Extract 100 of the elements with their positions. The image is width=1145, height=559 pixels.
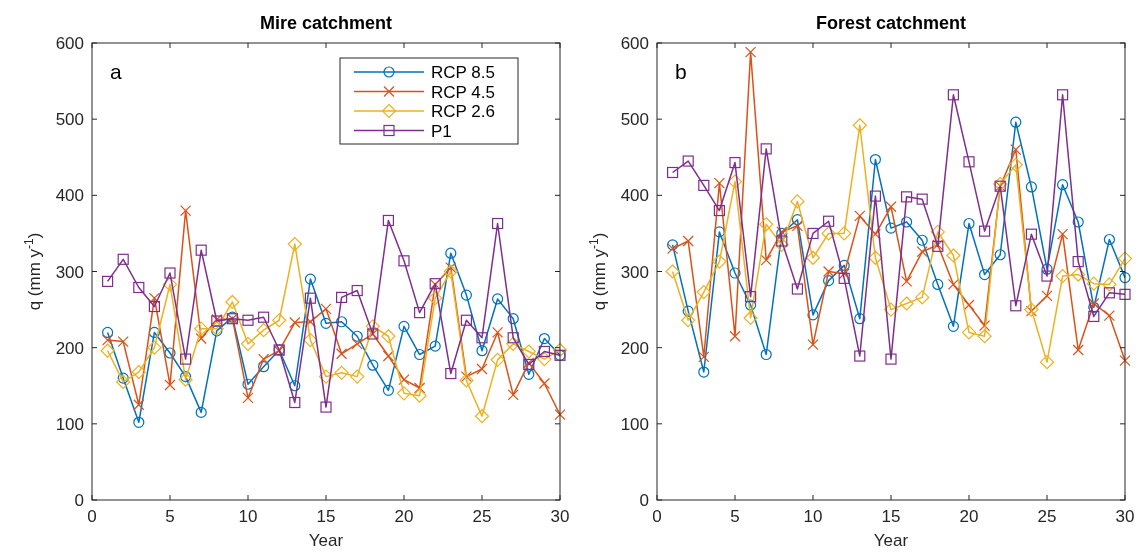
- point: [334, 365, 349, 380]
- y-tick-label: 300: [620, 262, 649, 282]
- point: [102, 334, 114, 346]
- point: [1119, 288, 1131, 300]
- point: [256, 323, 271, 338]
- point: [272, 313, 287, 328]
- y-tick-label: 0: [639, 491, 649, 510]
- point: [854, 350, 866, 362]
- point: [681, 313, 696, 328]
- point: [961, 325, 977, 340]
- point: [963, 156, 975, 168]
- point: [713, 226, 725, 238]
- point: [414, 382, 426, 394]
- x-tick-label: 5: [730, 507, 740, 526]
- point: [1008, 157, 1023, 172]
- point: [1057, 228, 1069, 240]
- point: [993, 176, 1008, 192]
- point: [492, 293, 504, 305]
- point: [729, 267, 741, 279]
- point: [916, 193, 928, 205]
- x-tick-label: 0: [87, 507, 97, 526]
- point: [258, 361, 270, 373]
- x-tick-label: 30: [1115, 507, 1135, 526]
- point: [1102, 277, 1117, 292]
- point: [947, 320, 959, 332]
- point: [537, 351, 552, 367]
- point: [682, 305, 694, 317]
- point: [698, 366, 710, 378]
- point: [476, 345, 488, 357]
- point: [133, 416, 145, 428]
- x-tick-label: 20: [394, 507, 414, 526]
- x-tick-label: 30: [550, 507, 570, 526]
- point: [838, 259, 850, 272]
- point: [476, 363, 488, 375]
- point: [474, 409, 490, 424]
- point: [1119, 355, 1131, 367]
- point: [1088, 297, 1100, 310]
- point: [289, 396, 301, 409]
- point: [148, 292, 160, 304]
- point: [979, 225, 991, 237]
- point: [1039, 355, 1055, 370]
- point: [195, 406, 207, 419]
- point: [398, 374, 410, 386]
- point: [507, 389, 519, 401]
- point: [320, 317, 332, 329]
- point: [667, 243, 679, 255]
- point: [258, 311, 270, 323]
- point: [682, 155, 694, 167]
- point: [209, 321, 224, 336]
- point: [287, 236, 302, 252]
- point: [242, 314, 254, 326]
- x-tick-label: 20: [959, 507, 979, 526]
- point: [713, 177, 725, 189]
- point: [667, 166, 679, 179]
- point: [883, 302, 899, 317]
- point: [507, 313, 519, 325]
- point: [698, 351, 710, 363]
- annotation: b: [675, 60, 687, 83]
- point: [445, 262, 457, 274]
- point: [258, 353, 270, 365]
- point: [901, 191, 913, 203]
- point: [1010, 116, 1022, 128]
- point: [164, 347, 176, 359]
- y-tick-label: 200: [55, 338, 84, 358]
- point: [745, 299, 757, 311]
- point: [133, 281, 145, 294]
- point: [195, 244, 207, 256]
- point: [133, 399, 145, 411]
- point: [194, 321, 209, 336]
- point: [351, 330, 363, 342]
- point: [490, 352, 505, 367]
- point: [963, 217, 975, 230]
- point: [916, 246, 928, 258]
- point: [242, 378, 254, 390]
- point: [100, 343, 115, 358]
- point: [885, 201, 897, 213]
- point: [696, 284, 711, 300]
- point: [459, 373, 474, 388]
- point: [776, 235, 788, 247]
- point: [117, 372, 129, 384]
- point: [977, 329, 992, 344]
- point: [1041, 263, 1053, 275]
- point: [460, 371, 472, 383]
- point: [1088, 310, 1100, 323]
- point: [821, 226, 836, 241]
- point: [743, 310, 758, 326]
- point: [351, 338, 363, 350]
- point: [1072, 216, 1084, 228]
- point: [1071, 267, 1086, 282]
- point: [523, 368, 535, 380]
- point: [350, 369, 365, 384]
- y-tick-label: 500: [55, 110, 84, 130]
- point: [148, 300, 160, 313]
- point: [1041, 270, 1053, 282]
- point: [304, 273, 316, 285]
- point: [147, 340, 162, 355]
- legend-label: RCP 2.6: [431, 102, 495, 121]
- point: [760, 348, 772, 361]
- point: [915, 290, 930, 305]
- point: [117, 253, 129, 265]
